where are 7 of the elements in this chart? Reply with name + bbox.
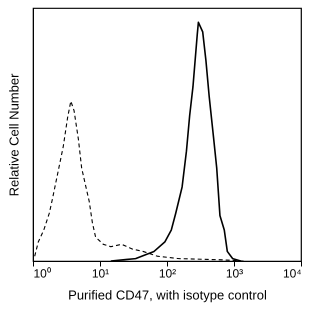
x-tick-label: 10³ <box>226 266 244 280</box>
x-tick-label: 10⁴ <box>282 266 302 280</box>
x-tick-label: 10⁰ <box>34 266 51 280</box>
x-tick-label: 10² <box>158 266 176 280</box>
y-axis-title: Relative Cell Number <box>6 72 22 196</box>
x-tick-label: 10¹ <box>92 266 110 280</box>
x-axis-title: Purified CD47, with isotype control <box>68 288 267 302</box>
